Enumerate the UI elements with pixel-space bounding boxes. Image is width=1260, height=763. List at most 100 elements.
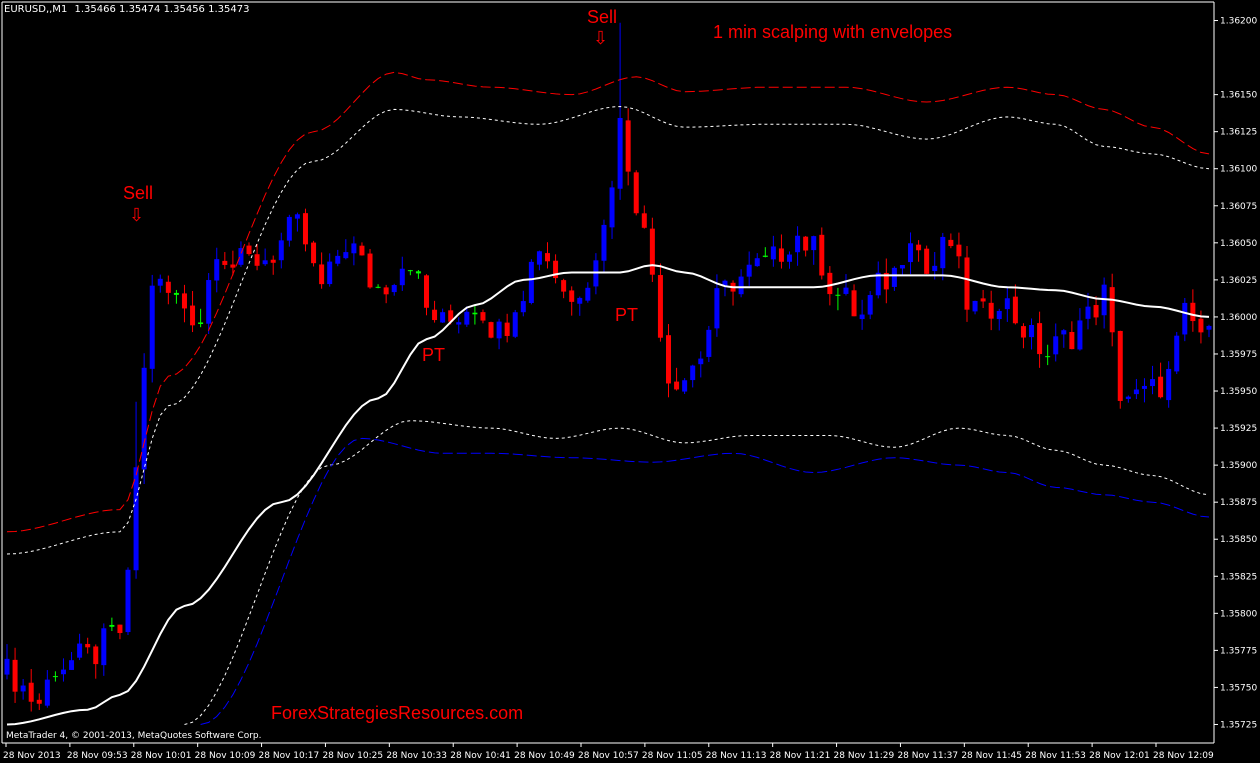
- candle-body: [988, 302, 994, 319]
- y-tick-label: 1.36075: [1220, 202, 1257, 212]
- indicator-lines: [6, 71, 1210, 726]
- y-tick-label: 1.36125: [1220, 128, 1257, 138]
- y-tick-label: 1.35850: [1220, 535, 1257, 545]
- candle-body: [85, 643, 91, 648]
- candle-body: [1109, 287, 1115, 333]
- candle-body: [996, 310, 1002, 320]
- candle-body: [1085, 306, 1091, 319]
- candle-body: [867, 295, 873, 315]
- candle-body: [327, 261, 333, 285]
- candle-body: [302, 213, 308, 245]
- candle-body: [101, 628, 107, 666]
- candle-body: [770, 246, 776, 260]
- candle-body: [1093, 305, 1099, 318]
- x-tick-label: 28 Nov 11:29: [834, 751, 895, 761]
- x-tick-label: 28 Nov 11:05: [642, 751, 703, 761]
- candle-body: [173, 292, 179, 295]
- candle-body: [520, 301, 526, 313]
- candle-body: [262, 260, 268, 265]
- candle-body: [787, 254, 793, 262]
- candle-body: [141, 367, 147, 470]
- candle-body: [335, 255, 341, 264]
- candle-body: [657, 275, 663, 338]
- candle-body: [609, 187, 615, 228]
- candle-body: [77, 643, 83, 658]
- candle-body: [117, 624, 123, 634]
- candle-body: [714, 288, 720, 329]
- candle-body: [940, 236, 946, 269]
- candle-body: [1125, 396, 1131, 399]
- x-tick-label: 28 Nov 12:01: [1089, 751, 1150, 761]
- candle-body: [690, 365, 696, 381]
- y-tick-label: 1.35775: [1220, 646, 1257, 656]
- candle-body: [448, 310, 454, 322]
- candle-body: [617, 117, 623, 189]
- candle-body: [165, 281, 171, 293]
- candle-body: [883, 272, 889, 290]
- series-line-upper-outer: [6, 71, 1210, 533]
- candle-body: [1158, 376, 1164, 398]
- candle-body: [440, 312, 446, 323]
- candle-body: [399, 268, 405, 286]
- candle-body: [20, 685, 26, 692]
- y-tick-label: 1.35725: [1220, 720, 1257, 730]
- pt-label-2: PT: [615, 305, 639, 325]
- sell-label-2: Sell: [587, 7, 618, 27]
- x-tick-label: 28 Nov 10:09: [195, 751, 256, 761]
- candle-body: [1061, 330, 1067, 335]
- candle-body: [1198, 318, 1204, 333]
- candle-body: [109, 624, 115, 627]
- candle-body: [674, 381, 680, 390]
- candle-body: [1117, 330, 1123, 401]
- candle-body: [553, 260, 559, 279]
- candle-body: [12, 659, 18, 692]
- candle-body: [778, 248, 784, 262]
- x-tick-label: 28 Nov 11:53: [1025, 751, 1086, 761]
- candle-body: [432, 309, 438, 321]
- y-tick-label: 1.35825: [1220, 572, 1257, 582]
- candle-body: [827, 272, 833, 295]
- candle-body: [343, 252, 349, 259]
- candle-body: [270, 259, 276, 263]
- candle-body: [294, 214, 300, 219]
- candle-body: [1206, 325, 1212, 330]
- candle-body: [964, 257, 970, 310]
- x-tick-label: 28 Nov 11:37: [897, 751, 958, 761]
- candle-body: [875, 272, 881, 296]
- candle-body: [561, 280, 567, 292]
- y-tick-label: 1.36100: [1220, 165, 1257, 175]
- candle-body: [407, 270, 413, 272]
- candle-body: [206, 280, 212, 324]
- candle-body: [1141, 385, 1147, 389]
- candle-body: [1004, 298, 1010, 310]
- pt-label-1: PT: [422, 345, 446, 365]
- candle-body: [423, 275, 429, 308]
- candle-body: [851, 290, 857, 317]
- candle-body: [415, 271, 421, 274]
- candle-body: [488, 322, 494, 338]
- candle-body: [157, 278, 163, 286]
- candle-body: [625, 120, 631, 172]
- x-tick-label: 28 Nov 10:57: [578, 751, 639, 761]
- candle-body: [456, 322, 462, 325]
- candle-body: [286, 216, 292, 241]
- x-tick-label: 28 Nov 10:41: [450, 751, 511, 761]
- candle-body: [214, 259, 220, 281]
- candle-body: [859, 314, 865, 320]
- candle-body: [754, 258, 760, 267]
- candle-body: [198, 322, 204, 325]
- y-tick-label: 1.35950: [1220, 387, 1257, 397]
- candle-body: [181, 293, 187, 309]
- candle-body: [891, 267, 897, 287]
- sell-label-1: Sell: [123, 183, 154, 203]
- candle-body: [980, 298, 986, 302]
- x-tick-label: 28 Nov 11:13: [706, 751, 767, 761]
- copyright-text: MetaTrader 4, © 2001-2013, MetaQuotes So…: [6, 731, 262, 741]
- candle-body: [512, 312, 518, 337]
- candle-body: [1150, 379, 1156, 387]
- chart-annotation-title: 1 min scalping with envelopes: [713, 22, 953, 42]
- candle-body: [1069, 332, 1075, 350]
- candle-body: [1037, 323, 1043, 355]
- candle-body: [746, 264, 752, 277]
